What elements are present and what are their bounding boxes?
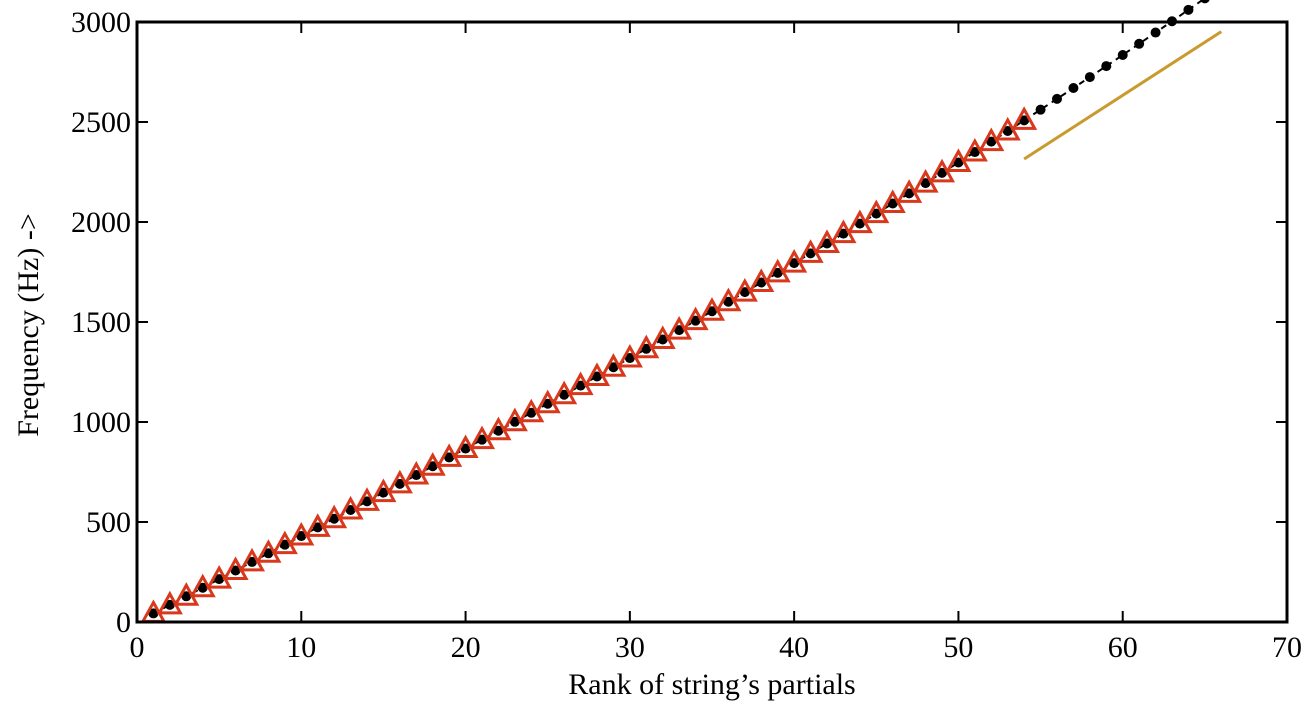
data-point-dot [1035, 104, 1046, 115]
data-point-dot [854, 218, 865, 229]
data-point-dot [707, 306, 717, 317]
data-point-dot [181, 591, 192, 602]
data-point-dot [214, 574, 225, 585]
x-tick-label: 30 [615, 631, 645, 664]
data-point-dot [1068, 83, 1079, 94]
data-point-dot [920, 178, 931, 189]
data-point-dot [559, 389, 570, 400]
data-point-dot [345, 505, 356, 516]
data-point-dot [641, 343, 652, 354]
x-tick-label: 60 [1108, 631, 1138, 664]
data-point-dot [1150, 27, 1161, 38]
x-tick-label: 40 [779, 631, 809, 664]
y-tick-label: 2500 [71, 106, 131, 139]
data-point-dot [263, 548, 274, 559]
x-tick-label: 20 [451, 631, 481, 664]
y-axis-title: Frequency (Hz) -> [12, 213, 45, 437]
data-point-dot [575, 380, 586, 391]
data-point-dot [986, 136, 997, 147]
data-point-dot [444, 452, 455, 463]
data-point-dot [378, 487, 389, 498]
fit-line [1023, 30, 1223, 161]
data-point-dot [756, 277, 767, 288]
x-tick-label: 50 [943, 631, 973, 664]
data-point-dot [887, 198, 898, 209]
data-point-dot [1117, 49, 1128, 60]
data-point-dot [608, 362, 619, 373]
data-point-dot [871, 208, 882, 219]
data-point-dot [674, 325, 685, 336]
data-point-dot [1084, 72, 1095, 83]
data-point-dot [1183, 4, 1194, 15]
data-point-dot [937, 167, 947, 178]
data-point-dot [690, 315, 701, 326]
y-tick-label: 1500 [71, 306, 131, 339]
x-tick-label: 10 [286, 631, 316, 664]
data-point-dot [1052, 93, 1062, 104]
y-tick-label: 1000 [71, 406, 131, 439]
data-point-dot [247, 556, 257, 567]
data-point-dot [1019, 115, 1030, 126]
y-tick-label: 2000 [71, 206, 131, 239]
data-point-dot [329, 513, 340, 524]
data-point-dot [723, 296, 734, 307]
data-point-dot [1101, 61, 1112, 72]
data-point-dot [739, 287, 750, 298]
data-point-dot [953, 157, 964, 168]
data-point-dot [493, 425, 504, 436]
data-point-dot [1200, 0, 1210, 4]
data-point-dot [296, 531, 307, 542]
data-point-dot [624, 353, 635, 364]
data-point-dot [460, 443, 471, 454]
data-point-dot [592, 371, 602, 382]
data-point-dot [197, 582, 208, 593]
data-point-dot [164, 599, 175, 610]
data-point-dot [838, 228, 849, 239]
data-point-triangle [1011, 106, 1038, 130]
data-point-dot [394, 478, 405, 489]
data-point-dot [969, 147, 980, 158]
x-tick-label: 70 [1272, 631, 1302, 664]
data-point-dot [904, 188, 915, 199]
y-tick-label: 3000 [71, 6, 131, 39]
data-point-dot [148, 608, 159, 619]
data-point-dot [1002, 126, 1013, 137]
data-point-dot [312, 522, 323, 533]
data-point-dot [772, 267, 783, 278]
data-point-dot [509, 416, 520, 427]
data-point-dot [411, 470, 422, 481]
data-point-dot [789, 258, 800, 269]
data-point-dot [427, 461, 438, 472]
data-point-dot [526, 407, 537, 418]
data-point-dot [362, 496, 372, 507]
x-tick-label: 0 [130, 631, 145, 664]
data-point-dot [657, 334, 668, 345]
y-tick-label: 0 [116, 606, 131, 639]
data-point-dot [1134, 38, 1145, 49]
data-point-dot [477, 434, 487, 445]
x-axis-title: Rank of string’s partials [568, 668, 855, 701]
data-point-dot [230, 565, 241, 576]
data-point-dot [279, 539, 290, 550]
data-point-dot [542, 398, 553, 409]
y-tick-label: 500 [86, 506, 131, 539]
data-point-dot [822, 238, 832, 249]
data-point-dot [805, 248, 816, 259]
